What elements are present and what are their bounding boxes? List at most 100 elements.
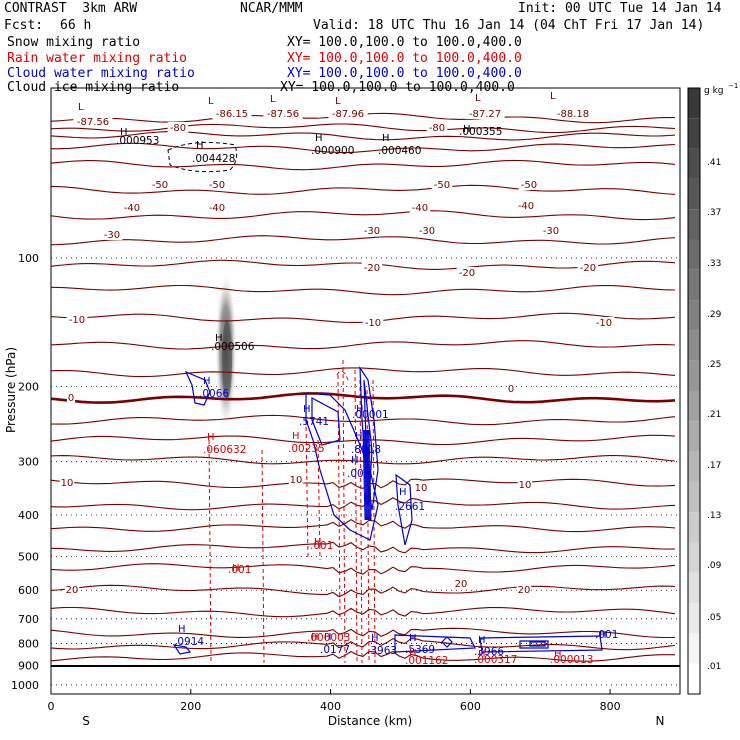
colorbar-label: .09: [707, 561, 722, 571]
maximum-marker: H: [232, 563, 240, 574]
theta-label-bg: [506, 383, 516, 394]
colorbar-label: .05: [707, 613, 721, 623]
maximum-marker: H: [399, 487, 407, 498]
x-tick-label: 600: [460, 700, 481, 713]
cloud-water-contour: [441, 636, 453, 648]
theta-contour-label: 10: [290, 475, 303, 486]
theta-contour-label: -40: [124, 203, 140, 214]
maximum-marker: H: [315, 133, 323, 144]
colorbar-segment: [688, 572, 700, 604]
rain-contour: [337, 374, 341, 621]
colorbar-segment: [688, 360, 700, 391]
theta-label-bg: [416, 225, 438, 236]
theta-label-bg: [553, 108, 593, 119]
theta-label-bg: [167, 122, 189, 133]
theta-label-bg: [362, 317, 384, 328]
theta-contour: [50, 519, 676, 533]
maximum-value: .2661: [395, 501, 425, 513]
maximum-marker: H: [356, 404, 364, 415]
y-tick-label: 1000: [11, 679, 39, 692]
colorbar-segment: [688, 663, 700, 694]
x-tick-label: 0: [48, 700, 55, 713]
theta-label-bg: [328, 108, 368, 119]
theta-label-bg: [64, 584, 80, 595]
field-xy-snow: XY= 100.0,100.0 to 100.0,400.0: [287, 35, 522, 50]
theta-label-bg: [263, 108, 303, 119]
theta-contour: [50, 340, 676, 350]
cloud-water-core: [363, 429, 367, 521]
colorbar-unit-exponent: −1: [728, 82, 738, 90]
theta-label-bg: [413, 482, 429, 493]
theta-label-bg: [212, 108, 252, 119]
rain-contour: [317, 439, 321, 561]
theta-label-bg: [465, 108, 505, 119]
x-end-label-south: S: [82, 714, 90, 728]
theta-contour-label: -20: [364, 263, 380, 274]
colorbar-frame: [687, 87, 701, 695]
theta-contour-label: -40: [209, 203, 225, 214]
theta-label-bg: [206, 202, 228, 213]
maximum-value: .5741: [299, 416, 329, 428]
theta-contour-label: -87.56: [77, 117, 109, 128]
minimum-marker: L: [208, 96, 214, 107]
maximum-marker: H: [355, 431, 363, 442]
maximum-value: .3966: [474, 646, 504, 658]
rain-contour: [305, 419, 309, 561]
theta-contour-label: -30: [419, 226, 435, 237]
y-tick-label: 100: [18, 252, 39, 265]
theta-contour-label: -20: [580, 263, 596, 274]
maximum-value: .00235: [288, 443, 325, 455]
theta-contour: [50, 584, 676, 598]
cloud-water-contour: [479, 635, 603, 653]
colorbar-segment: [688, 512, 700, 543]
colorbar-segment: [688, 481, 700, 513]
theta-contour: [50, 637, 676, 651]
theta-contour: [50, 606, 676, 618]
colorbar-segment: [688, 88, 700, 119]
maximum-marker: H: [554, 649, 562, 660]
theta-contour: [50, 454, 676, 465]
maximum-value: .000953: [116, 135, 159, 147]
colorbar-segment: [688, 118, 700, 149]
y-tick-label: 300: [18, 456, 39, 469]
theta-label-bg: [206, 179, 228, 190]
theta-contour-label: -86.15: [216, 109, 248, 120]
maximum-value: .000003: [307, 632, 350, 644]
maximum-value: .000013: [550, 654, 593, 666]
theta-label-bg: [409, 202, 431, 213]
theta-contour-label: -20: [459, 268, 475, 279]
maximum-marker: H: [324, 632, 332, 643]
theta-contour-label: -40: [412, 203, 428, 214]
theta-contour: [50, 210, 676, 221]
theta-label-bg: [73, 116, 113, 127]
y-tick-label: 700: [18, 613, 39, 626]
maximum-marker: H: [314, 537, 322, 548]
cloud-water-contour: [184, 370, 211, 406]
cloud-water-contour: [395, 473, 413, 546]
colorbar-segment: [688, 603, 700, 634]
colorbar-segment: [688, 330, 700, 361]
theta-contour: [50, 478, 676, 490]
theta-label-bg: [431, 179, 453, 190]
theta-contour-label: -40: [518, 201, 534, 212]
forecast-hour: 66 h: [60, 18, 92, 33]
theta-contour: [50, 142, 676, 154]
theta-contour-label: -10: [596, 318, 612, 329]
minimum-marker: L: [475, 93, 481, 104]
maximum-value: .000460: [378, 145, 421, 157]
theta-label-bg: [453, 578, 469, 589]
maximum-value: .0177: [320, 644, 350, 656]
colorbar-segment: [688, 178, 700, 210]
plot-frame: [50, 87, 681, 695]
theta-label-bg: [426, 122, 448, 133]
cloud-water-core: [368, 429, 372, 521]
colorbar-label: .37: [707, 208, 721, 218]
x-tick-label: 200: [180, 700, 201, 713]
maximum-value: .3963: [367, 645, 397, 657]
theta-contour: [50, 541, 676, 554]
maximum-marker: H: [371, 633, 379, 644]
field-name-snow: Snow mixing ratio: [7, 35, 141, 50]
colorbar-label: .01: [707, 662, 721, 672]
maximum-marker: H: [207, 432, 215, 443]
y-tick-label: 400: [18, 509, 39, 522]
